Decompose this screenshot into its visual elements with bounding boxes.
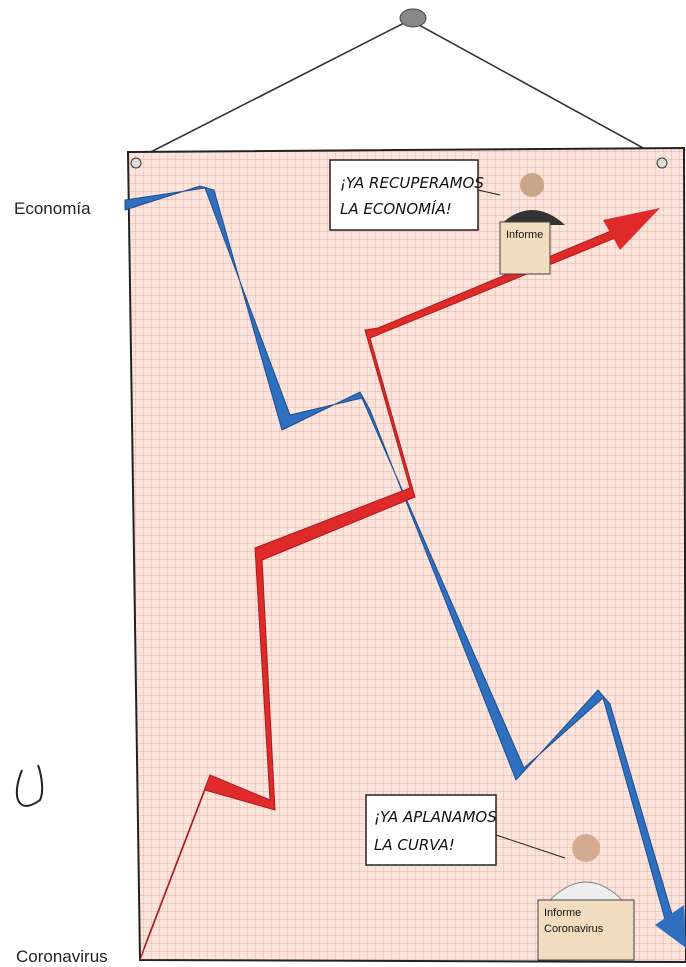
speech-bubble: ¡YA RECUPERAMOS LA ECONOMÍA! [330, 160, 500, 230]
bubble-text: LA ECONOMÍA! [340, 199, 452, 218]
grommet [657, 158, 667, 168]
coronavirus-label: Coronavirus [16, 947, 108, 966]
podium-text: Informe [506, 229, 543, 241]
cartoon: Economía Coronavirus ¡YA RECUPERAMOS LA … [0, 0, 686, 967]
podium-text: Coronavirus [544, 923, 604, 935]
bubble-text: LA CURVA! [374, 836, 455, 854]
signature [17, 765, 42, 806]
podium-text: Informe [544, 907, 581, 919]
grommet [131, 158, 141, 168]
bubble-text: ¡YA RECUPERAMOS [340, 174, 484, 192]
bubble-text: ¡YA APLANAMOS [374, 808, 497, 826]
hanger [135, 9, 665, 160]
economy-label: Economía [14, 199, 91, 218]
